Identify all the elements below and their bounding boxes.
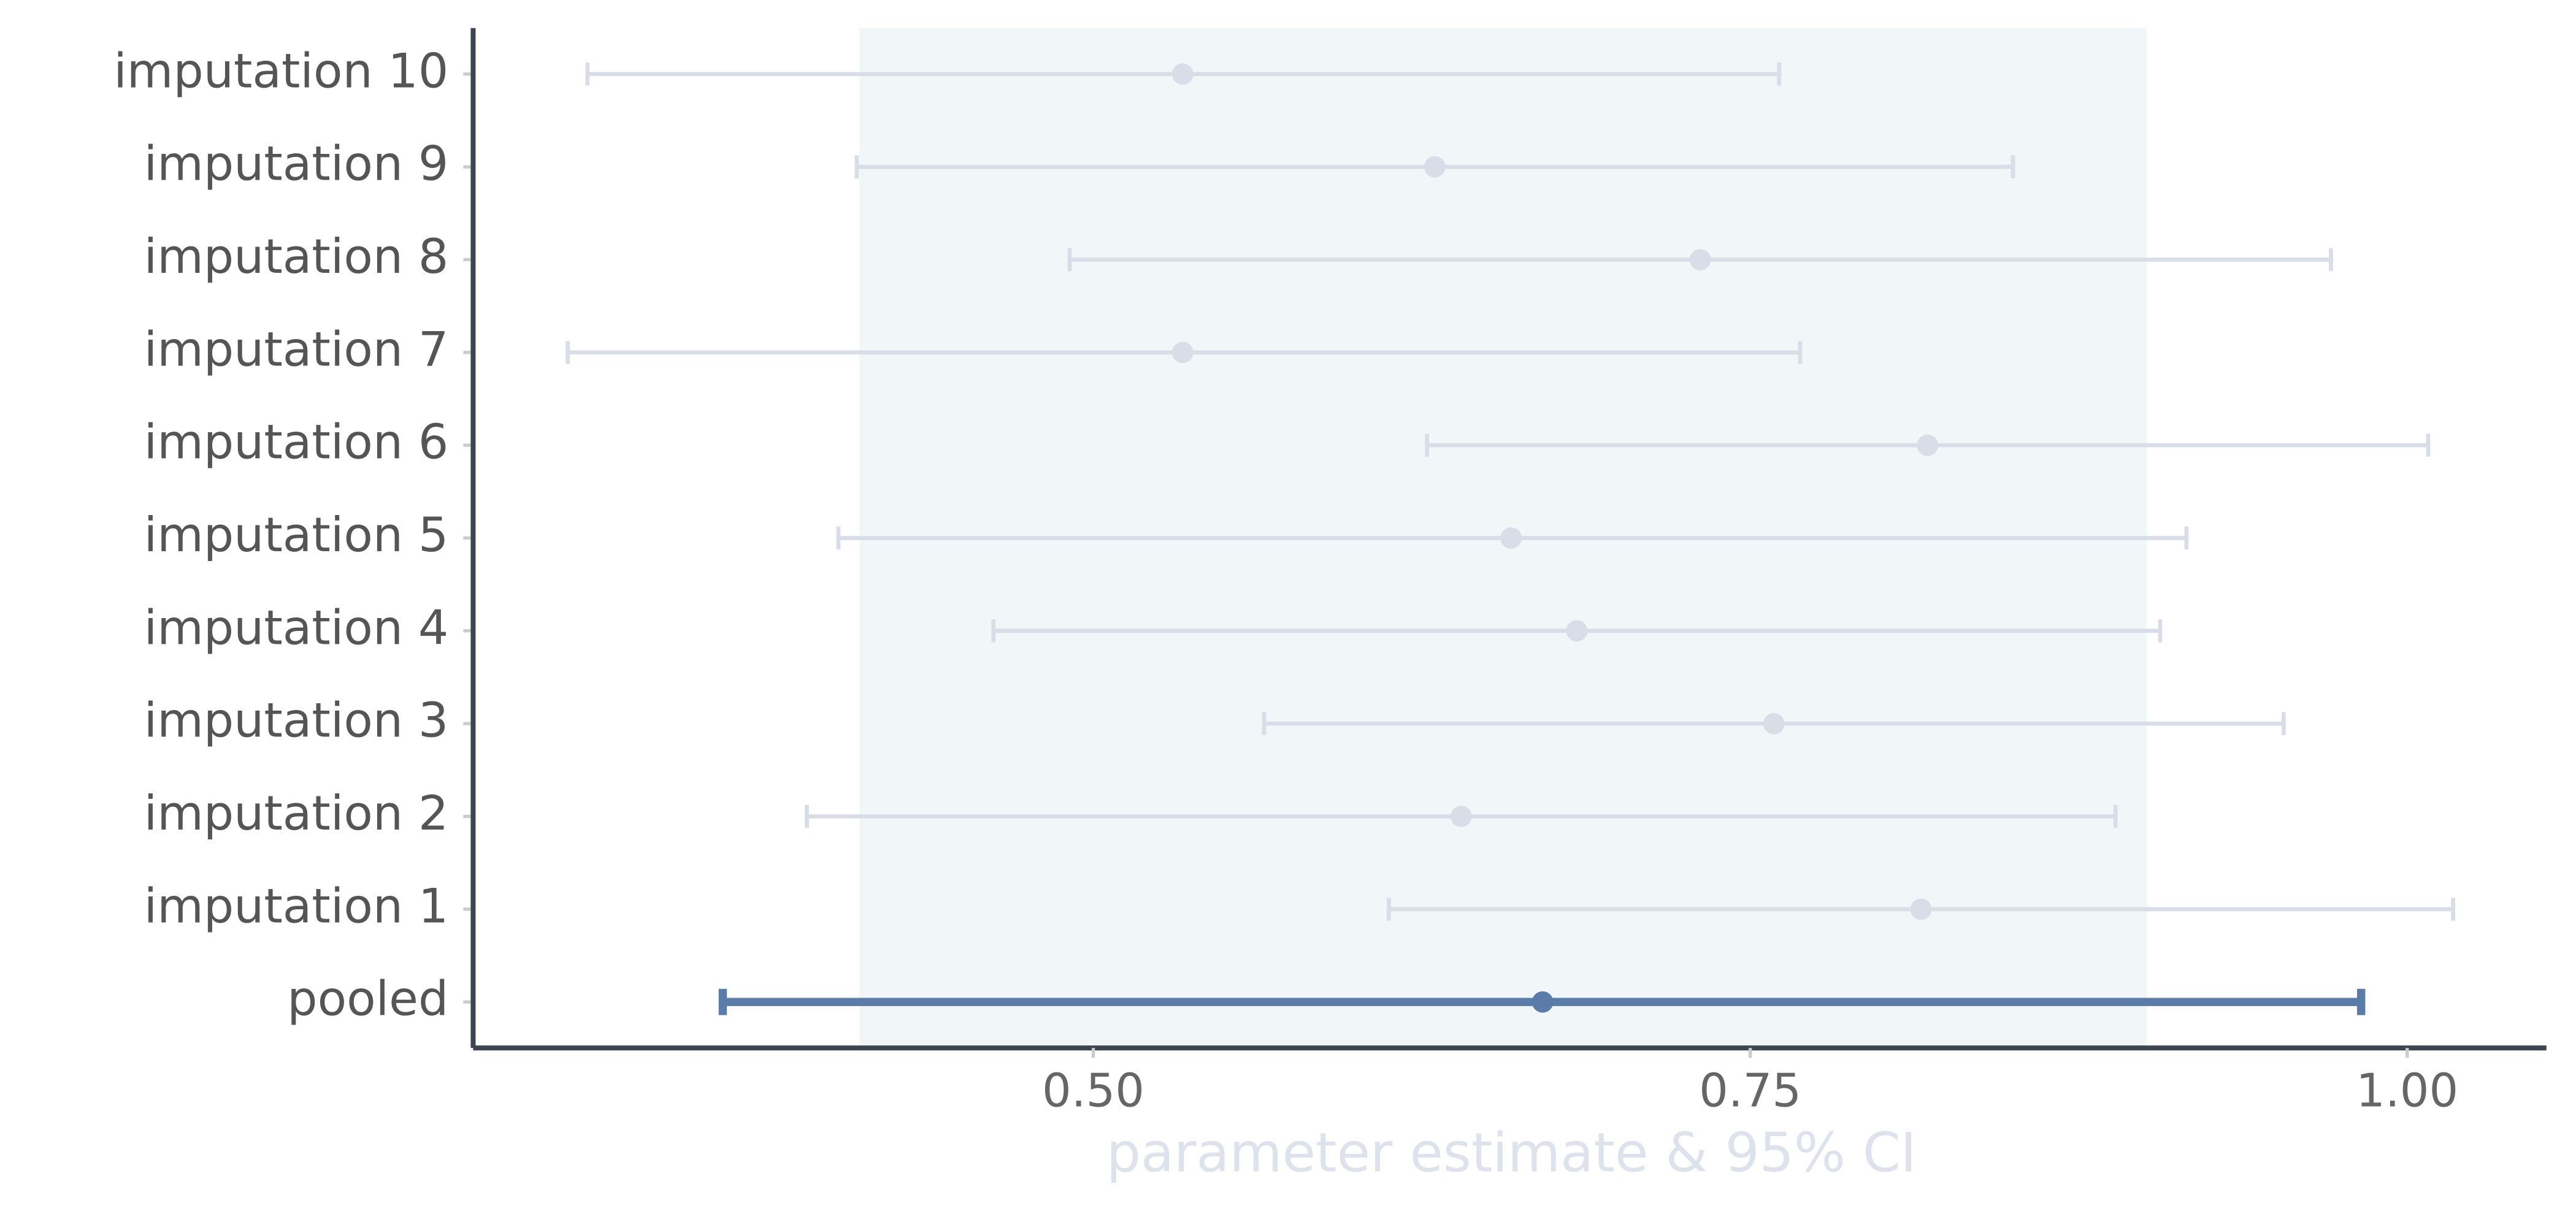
estimate-point [1450, 806, 1472, 827]
y-tick-label: imputation 3 [144, 693, 449, 749]
y-tick-label: imputation 2 [144, 786, 449, 841]
y-tick-label: imputation 9 [144, 137, 449, 192]
y-tick-label: imputation 5 [144, 508, 449, 563]
estimate-point [1689, 249, 1711, 270]
x-tick-label: 0.75 [1699, 1064, 1801, 1118]
estimate-point [1531, 991, 1554, 1013]
y-tick-label: imputation 6 [144, 415, 449, 470]
estimate-point [1763, 712, 1785, 735]
estimate-point [1424, 156, 1446, 178]
x-axis-label: parameter estimate & 95% CI [1106, 1121, 1917, 1184]
estimate-point [1910, 898, 1932, 920]
estimate-point [1171, 63, 1194, 85]
x-tick-label: 1.00 [2356, 1064, 2458, 1118]
y-tick-label: pooled [287, 972, 448, 1027]
y-tick-label: imputation 8 [144, 229, 449, 284]
estimate-point [1500, 527, 1522, 549]
y-tick-label: imputation 1 [144, 879, 449, 934]
estimate-point [1566, 620, 1588, 642]
x-tick-label: 0.50 [1042, 1064, 1144, 1118]
y-tick-label: imputation 7 [144, 322, 449, 377]
estimate-point [1917, 434, 1939, 456]
y-tick-label: imputation 10 [113, 44, 448, 99]
estimate-point [1171, 342, 1194, 364]
y-tick-label: imputation 4 [144, 600, 449, 655]
